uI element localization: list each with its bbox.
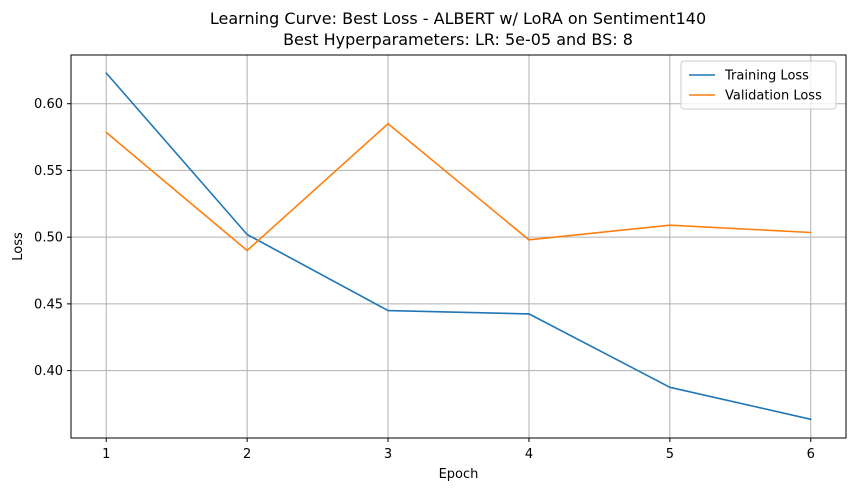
series-point [105,131,108,134]
series-point [528,239,530,241]
legend: Training Loss Validation Loss [680,60,837,110]
series-point [246,233,248,236]
x-tick-label: 5 [666,447,674,462]
legend-box [680,60,837,110]
chart-subtitle: Best Hyperparameters: LR: 5e-05 and BS: … [283,30,633,49]
series-point [669,224,671,226]
y-tick-label: 0.40 [34,364,63,379]
axis-ticks: 1 2 3 4 5 6 0.40 0.45 0.50 0.55 0.60 [34,97,815,462]
y-tick-label: 0.55 [34,164,63,179]
x-tick-label: 6 [807,447,815,462]
x-tick-label: 1 [102,447,110,462]
plot-area-frame [70,54,847,439]
y-tick-label: 0.50 [34,231,63,246]
y-axis-label: Loss [11,232,26,261]
legend-entry-label: Validation Loss [725,89,822,104]
series-line-0 [105,72,811,421]
x-tick-label: 3 [384,447,392,462]
chart-title: Learning Curve: Best Loss - ALBERT w/ Lo… [210,9,706,28]
series-point [669,386,671,389]
series-point [809,231,812,234]
x-axis-label: Epoch [439,467,479,482]
y-tick-label: 0.45 [34,297,63,312]
series-point [246,249,248,252]
legend-entry-label: Training Loss [724,69,809,84]
series-point [387,122,389,125]
series-point [387,309,389,312]
series-point [105,72,108,74]
series-line-1 [105,122,811,252]
series-lines [105,72,812,421]
series-point [809,418,812,421]
x-tick-label: 2 [243,447,251,462]
series-point [528,313,530,315]
x-tick-label: 4 [525,447,533,462]
y-tick-label: 0.60 [34,97,63,112]
